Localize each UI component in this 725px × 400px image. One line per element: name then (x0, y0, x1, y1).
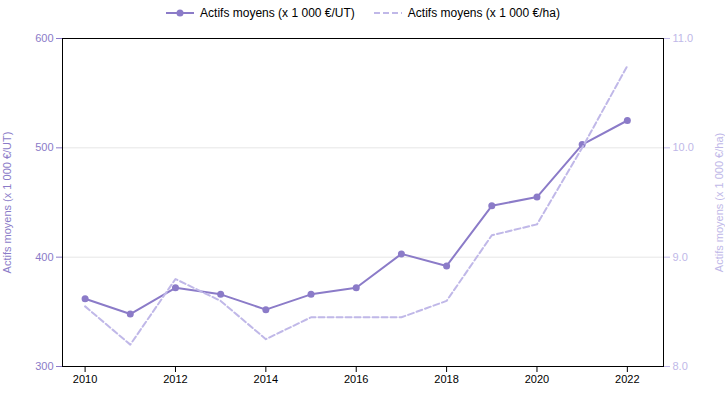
svg-text:2012: 2012 (163, 373, 187, 385)
svg-text:2022: 2022 (615, 373, 639, 385)
svg-text:500: 500 (35, 141, 53, 153)
svg-text:2020: 2020 (525, 373, 549, 385)
svg-text:2018: 2018 (434, 373, 458, 385)
svg-text:300: 300 (35, 360, 53, 372)
svg-text:Actifs moyens (x 1 000 €/UT): Actifs moyens (x 1 000 €/UT) (1, 132, 13, 274)
html-text:Actifs moyens (x 1 000 €/ha): Actifs moyens (x 1 000 €/ha) (407, 6, 560, 20)
html-text:Actifs moyens (x 1 000 €/UT): Actifs moyens (x 1 000 €/UT) (200, 6, 355, 20)
svg-text:Actifs moyens (x 1 000 €/ha): Actifs moyens (x 1 000 €/ha) (713, 133, 725, 272)
svg-text:10.0: 10.0 (673, 141, 694, 153)
svg-text:2014: 2014 (254, 373, 278, 385)
svg-text:9.0: 9.0 (673, 251, 688, 263)
svg-text:11.0: 11.0 (673, 32, 694, 44)
svg-text:400: 400 (35, 251, 53, 263)
svg-text:8.0: 8.0 (673, 360, 688, 372)
svg-text:600: 600 (35, 32, 53, 44)
svg-text:2010: 2010 (73, 373, 97, 385)
svg-text:2016: 2016 (344, 373, 368, 385)
